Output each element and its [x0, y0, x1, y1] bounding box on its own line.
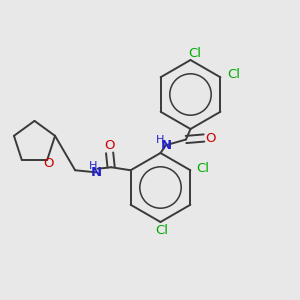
Text: N: N: [160, 139, 172, 152]
Text: H: H: [156, 135, 165, 145]
Text: Cl: Cl: [188, 47, 202, 60]
Text: O: O: [104, 139, 115, 152]
Text: Cl: Cl: [155, 224, 169, 238]
Text: O: O: [44, 157, 54, 170]
Text: H: H: [89, 161, 98, 171]
Text: N: N: [91, 166, 102, 179]
Text: Cl: Cl: [227, 68, 240, 81]
Text: Cl: Cl: [196, 162, 209, 175]
Text: O: O: [205, 131, 216, 145]
